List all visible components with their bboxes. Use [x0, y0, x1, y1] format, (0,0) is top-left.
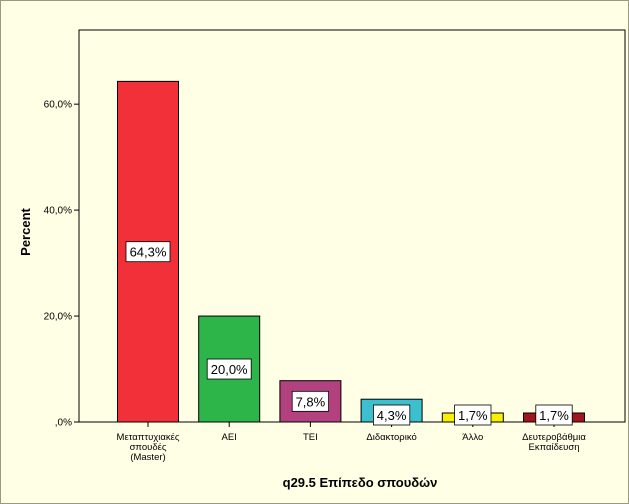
data-label-box — [125, 241, 171, 263]
x-tick-label: Δευτεροβάθμια Εκπαίδευση — [522, 432, 586, 453]
x-tick-label: ΤΕΙ — [303, 432, 318, 443]
data-label: 7,8% — [296, 394, 326, 409]
x-tick-label: Άλλο — [462, 432, 483, 443]
y-tick-label: 60,0% — [44, 100, 72, 111]
y-tick-label: 20,0% — [44, 312, 72, 323]
data-label: 20,0% — [211, 362, 248, 377]
data-label-box — [372, 404, 411, 426]
x-tick-label: Μεταπτυχιακές σπουδές (Master) — [117, 432, 180, 463]
y-axis-title: Percent — [18, 207, 33, 255]
x-tick-label: ΑΕΙ — [222, 432, 237, 443]
data-label: 4,3% — [377, 408, 407, 423]
data-label-box — [206, 358, 252, 380]
data-label-box — [454, 404, 492, 426]
data-label: 1,7% — [539, 408, 569, 423]
data-label: 64,3% — [130, 245, 167, 260]
data-label-box — [535, 404, 573, 426]
y-tick-label: ,0% — [55, 418, 72, 429]
data-label: 1,7% — [458, 408, 488, 423]
x-tick-label: Διδακτορικό — [366, 432, 416, 443]
y-tick-label: 40,0% — [44, 206, 72, 217]
x-axis-title: q29.5 Επίπεδο σπουδών — [283, 475, 438, 490]
data-label-box — [291, 390, 330, 412]
